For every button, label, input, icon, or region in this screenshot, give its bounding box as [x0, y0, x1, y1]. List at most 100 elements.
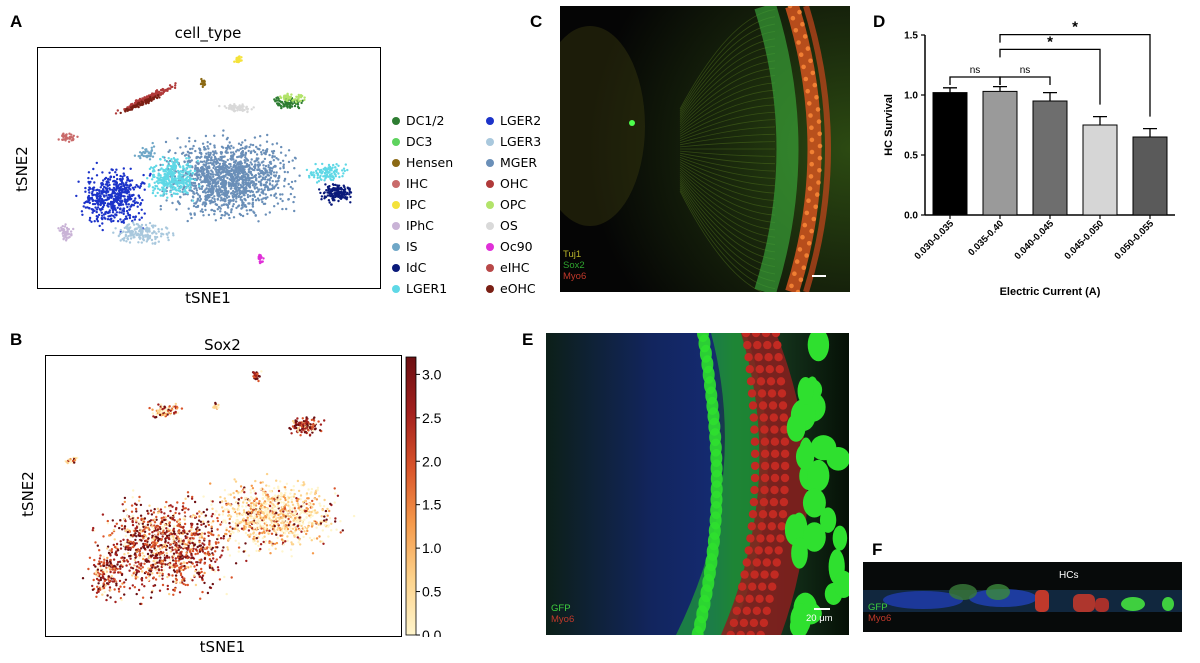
y-tick-label: 1.5 [904, 31, 918, 42]
panel-b-tsne-plot [45, 355, 402, 637]
legend-label: OHC [500, 176, 528, 191]
legend-label: eOHC [500, 281, 536, 296]
legend-item: DC1/2 [392, 113, 444, 128]
panel-f-micrograph: HCs GFP Myo6 [863, 562, 1182, 632]
legend-marker [392, 284, 400, 293]
significance-bracket [999, 48, 1101, 105]
legend-item: IPC [392, 197, 426, 212]
bar [1082, 124, 1118, 216]
legend-label: eIHC [500, 260, 530, 275]
gfp-myo6-image [546, 333, 849, 635]
stain-label-sox2: Sox2 [563, 260, 585, 271]
x-tick-label: 0.045-0.050 [1062, 218, 1106, 262]
legend-item: eOHC [486, 281, 536, 296]
x-tick-label: 0.030-0.035 [912, 218, 956, 262]
significance-bracket [999, 33, 1151, 117]
legend-marker [486, 179, 494, 188]
legend-label: DC1/2 [406, 113, 445, 128]
legend-item: OPC [486, 197, 526, 212]
legend-marker [486, 284, 494, 293]
legend-marker [392, 263, 400, 272]
cell-type-scatter [57, 55, 353, 265]
legend-label: LGER2 [500, 113, 542, 128]
panel-a-xlabel: tSNE1 [185, 289, 231, 307]
colorbar-tick-label: 3.0 [422, 366, 442, 382]
legend-item: LGER2 [486, 113, 541, 128]
legend-marker [486, 263, 494, 272]
significance-label: ns [970, 65, 981, 76]
panel-a-ylabel: tSNE2 [13, 146, 31, 192]
panel-e-letter: E [522, 330, 534, 349]
bar [982, 90, 1018, 216]
legend-item: DC3 [392, 134, 432, 149]
legend-item: Hensen [392, 155, 453, 170]
legend-item: IdC [392, 260, 426, 275]
legend-marker [392, 200, 400, 209]
cochlea-image [560, 6, 850, 292]
legend-item: IHC [392, 176, 428, 191]
cross-section-image [863, 562, 1182, 632]
legend-marker [486, 242, 494, 251]
legend-marker [392, 242, 400, 251]
legend-marker [486, 116, 494, 125]
panel-d-letter: D [873, 12, 886, 31]
stain-label-myo6: Myo6 [563, 271, 587, 282]
x-tick-label: 0.040-0.045 [1012, 218, 1056, 262]
stain-label-gfp: GFP [551, 603, 571, 614]
colorbar-tick-label: 0.0 [422, 627, 442, 637]
panel-c-letter: C [530, 12, 543, 31]
legend-item: LGER1 [392, 281, 447, 296]
x-tick-label: 0.035-0.40 [966, 218, 1006, 258]
scale-bar-label: 20 μm [806, 613, 833, 624]
legend-item: MGER [486, 155, 537, 170]
x-tick-label: 0.050-0.055 [1112, 218, 1156, 262]
colorbar-tick-label: 0.5 [422, 584, 442, 600]
bar [1032, 100, 1068, 216]
colorbar-tick-label: 1.5 [422, 497, 442, 513]
legend-item: eIHC [486, 260, 530, 275]
legend-marker [486, 200, 494, 209]
legend-marker [392, 116, 400, 125]
legend-marker [486, 137, 494, 146]
legend-label: IPhC [406, 218, 434, 233]
legend-marker [486, 221, 494, 230]
panel-a-tsne-plot [37, 47, 381, 289]
legend-marker [392, 158, 400, 167]
panel-b-letter: B [10, 330, 23, 349]
hcs-annotation: HCs [1059, 570, 1079, 581]
legend-label: IdC [406, 260, 427, 275]
panel-b-xlabel: tSNE1 [199, 638, 246, 656]
colorbar-tick-label: 2.0 [422, 453, 442, 469]
legend-marker [392, 137, 400, 146]
legend-marker [486, 158, 494, 167]
y-tick-label: 1.0 [904, 91, 918, 102]
y-axis-label: HC Survival [883, 94, 895, 156]
panel-e-micrograph: GFP Myo6 20 μm [546, 333, 849, 635]
bar [1132, 136, 1168, 216]
legend-marker [392, 221, 400, 230]
panel-b-ylabel: tSNE2 [19, 471, 37, 517]
significance-label: * [1072, 19, 1078, 36]
legend-marker [392, 179, 400, 188]
legend-label: MGER [500, 155, 538, 170]
error-bar [1043, 91, 1057, 101]
sox2-expression-scatter [64, 370, 356, 606]
legend-label: Oc90 [500, 239, 533, 254]
y-tick-label: 0.5 [904, 151, 918, 162]
significance-label: ns [1020, 65, 1031, 76]
stain-label-gfp: GFP [868, 602, 888, 613]
legend-item: Oc90 [486, 239, 533, 254]
legend-label: IPC [406, 197, 426, 212]
panel-a-title: cell_type [174, 24, 242, 42]
colorbar-tick-label: 2.5 [422, 410, 442, 426]
sox2-colorbar: 3.0 2.5 2.0 1.5 1.0 0.5 0.0 [405, 355, 455, 643]
panel-c-micrograph: Tuj1 Sox2 Myo6 [560, 6, 850, 292]
panel-b-title: Sox2 [204, 336, 241, 354]
stain-label-tuj1: Tuj1 [563, 249, 582, 260]
legend-label: LGER3 [500, 134, 542, 149]
legend-label: IS [406, 239, 418, 254]
error-bar [943, 87, 957, 93]
bar [932, 92, 968, 216]
x-axis-label: Electric Current (A) [1000, 286, 1101, 298]
panel-f-letter: F [872, 540, 883, 559]
